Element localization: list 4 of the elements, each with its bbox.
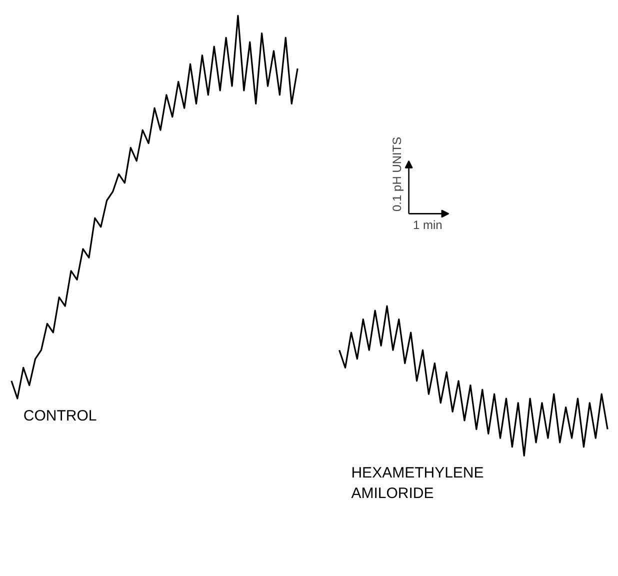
annotation: 0.1 pH UNITS (390, 136, 404, 212)
series-label: CONTROL (23, 407, 97, 424)
text: HEXAMETHYLENE AMILORIDE (351, 464, 484, 502)
annotation: 1 min (412, 218, 442, 232)
